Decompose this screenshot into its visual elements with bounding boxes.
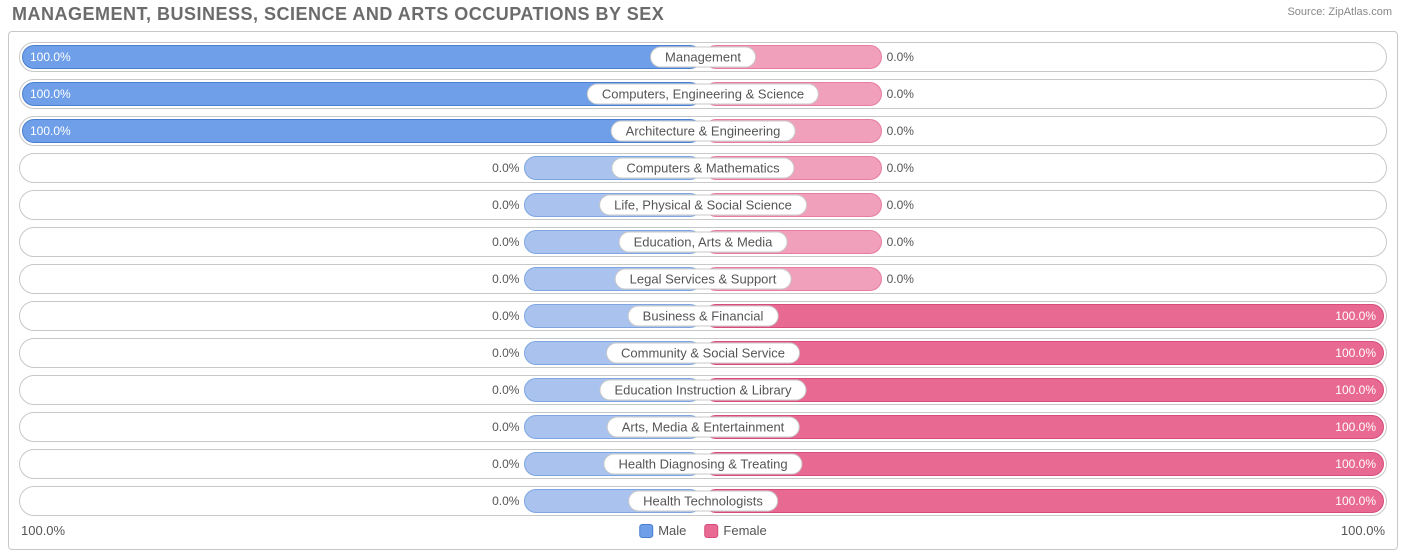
legend-female: Female <box>704 523 766 538</box>
category-label: Computers & Mathematics <box>611 158 794 179</box>
female-value-label: 0.0% <box>887 50 914 64</box>
chart-row: 0.0% 0.0% Computers & Mathematics <box>19 153 1387 183</box>
chart-row: 100.0% 0.0% Computers, Engineering & Scien… <box>19 79 1387 109</box>
category-label: Community & Social Service <box>606 343 800 364</box>
female-value-label: 0.0% <box>887 272 914 286</box>
chart-row: 0.0% 100.0% Community & Social Service <box>19 338 1387 368</box>
chart-area: 100.0% 0.0% Management 100.0% 0.0% Computers,… <box>8 31 1398 550</box>
male-value-label: 0.0% <box>492 161 519 175</box>
chart-row: 100.0% 0.0% Architecture & Engineering <box>19 116 1387 146</box>
female-bar <box>704 452 1384 476</box>
female-bar <box>704 415 1384 439</box>
female-value-label: 100.0% <box>1335 420 1376 434</box>
legend-female-label: Female <box>723 523 766 538</box>
legend-male: Male <box>639 523 686 538</box>
category-label: Life, Physical & Social Science <box>599 195 807 216</box>
male-value-label: 0.0% <box>492 235 519 249</box>
male-value-label: 100.0% <box>30 50 71 64</box>
male-value-label: 100.0% <box>30 87 71 101</box>
chart-row: 0.0% 0.0% Legal Services & Support <box>19 264 1387 294</box>
chart-title: MANAGEMENT, BUSINESS, SCIENCE AND ARTS O… <box>8 4 1398 25</box>
axis-right-label: 100.0% <box>1341 523 1385 538</box>
female-value-label: 100.0% <box>1335 494 1376 508</box>
male-value-label: 0.0% <box>492 198 519 212</box>
female-value-label: 0.0% <box>887 87 914 101</box>
rows-container: 100.0% 0.0% Management 100.0% 0.0% Computers,… <box>19 42 1387 516</box>
female-value-label: 0.0% <box>887 124 914 138</box>
female-bar <box>704 341 1384 365</box>
male-value-label: 100.0% <box>30 124 71 138</box>
chart-row: 0.0% 100.0% Arts, Media & Entertainment <box>19 412 1387 442</box>
axis: 100.0% Male Female 100.0% <box>19 523 1387 543</box>
female-swatch-icon <box>704 524 718 538</box>
category-label: Education, Arts & Media <box>619 232 788 253</box>
female-value-label: 100.0% <box>1335 346 1376 360</box>
male-value-label: 0.0% <box>492 346 519 360</box>
category-label: Legal Services & Support <box>615 269 792 290</box>
female-bar <box>704 489 1384 513</box>
male-value-label: 0.0% <box>492 494 519 508</box>
category-label: Architecture & Engineering <box>611 121 796 142</box>
category-label: Health Technologists <box>628 491 778 512</box>
female-value-label: 0.0% <box>887 235 914 249</box>
female-value-label: 100.0% <box>1335 457 1376 471</box>
chart-row: 0.0% 0.0% Education, Arts & Media <box>19 227 1387 257</box>
legend: Male Female <box>639 523 767 538</box>
male-swatch-icon <box>639 524 653 538</box>
male-value-label: 0.0% <box>492 309 519 323</box>
chart-row: 100.0% 0.0% Management <box>19 42 1387 72</box>
female-value-label: 100.0% <box>1335 309 1376 323</box>
category-label: Health Diagnosing & Treating <box>603 454 802 475</box>
category-label: Management <box>650 47 756 68</box>
female-value-label: 0.0% <box>887 161 914 175</box>
axis-left-label: 100.0% <box>21 523 65 538</box>
male-value-label: 0.0% <box>492 420 519 434</box>
category-label: Arts, Media & Entertainment <box>607 417 800 438</box>
female-bar <box>704 304 1384 328</box>
chart-row: 0.0% 100.0% Health Diagnosing & Treating <box>19 449 1387 479</box>
female-value-label: 100.0% <box>1335 383 1376 397</box>
male-value-label: 0.0% <box>492 383 519 397</box>
male-bar <box>22 45 702 69</box>
chart-row: 0.0% 100.0% Education Instruction & Librar… <box>19 375 1387 405</box>
category-label: Business & Financial <box>628 306 779 327</box>
male-value-label: 0.0% <box>492 457 519 471</box>
chart-row: 0.0% 100.0% Business & Financial <box>19 301 1387 331</box>
chart-row: 0.0% 0.0% Life, Physical & Social Science <box>19 190 1387 220</box>
legend-male-label: Male <box>658 523 686 538</box>
category-label: Computers, Engineering & Science <box>587 84 819 105</box>
chart-row: 0.0% 100.0% Health Technologists <box>19 486 1387 516</box>
category-label: Education Instruction & Library <box>599 380 806 401</box>
source-attribution: Source: ZipAtlas.com <box>1287 6 1392 18</box>
male-bar <box>22 119 702 143</box>
female-value-label: 0.0% <box>887 198 914 212</box>
male-value-label: 0.0% <box>492 272 519 286</box>
